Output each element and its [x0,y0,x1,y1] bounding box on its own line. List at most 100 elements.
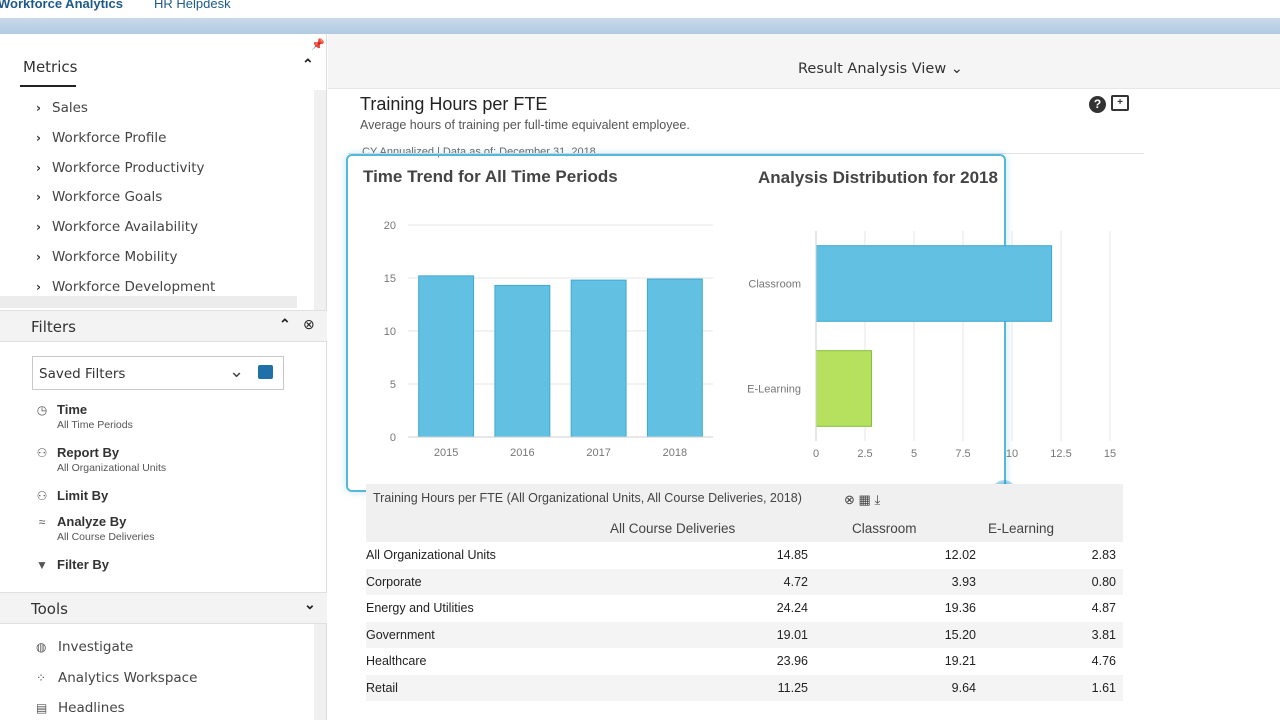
cell-value: 11.25 [777,680,808,695]
table-row[interactable]: Energy and Utilities 24.24 19.36 4.87 [366,595,1123,622]
metric-item-label: Workforce Mobility [52,249,178,265]
cell-value: 4.72 [783,574,808,589]
view-bar: Result Analysis View ⌄ [328,34,1280,89]
tool-item[interactable]: ⁘ Analytics Workspace [36,670,197,686]
divider [348,153,1144,154]
table-row[interactable]: Healthcare 23.96 19.21 4.76 [366,648,1123,675]
expand-tools-icon[interactable]: ⌄ [304,596,316,612]
table-row[interactable]: Government 19.01 15.20 3.81 [366,621,1123,648]
bar [646,278,703,438]
y-tick-label: 15 [384,273,396,285]
tool-item[interactable]: ▤ Headlines [36,700,125,716]
y-tick-label: 5 [390,379,396,391]
saved-filters-dropdown[interactable]: Saved Filters ⌄ [32,356,284,390]
cell-value: 24.24 [776,601,808,615]
manage-filters-icon[interactable] [258,365,273,379]
x-tick-label: 2017 [586,447,610,459]
metric-item[interactable]: › Workforce Profile [36,130,166,152]
row-label: All Organizational Units [366,548,496,562]
bar [815,350,872,427]
filter-value: All Time Periods [57,419,133,431]
cell-value: 12.02 [944,548,976,562]
chevron-down-icon: ⌄ [229,361,245,381]
chevron-right-icon: › [36,220,41,235]
x-tick-label: 2015 [434,447,458,459]
help-icon[interactable]: ? [1089,96,1106,113]
column-header[interactable]: E-Learning [988,521,1055,536]
bar [570,279,627,438]
metric-item[interactable]: › Workforce Mobility [36,249,177,271]
y-tick-label: 0 [390,432,396,444]
main-content: Result Analysis View ⌄ Training Hours pe… [328,34,1280,720]
row-label: Government [366,627,435,642]
table-row[interactable]: Retail 11.25 9.64 1.61 [366,674,1123,701]
row-label: Corporate [366,574,422,589]
download-icon[interactable]: ⤓ [874,492,881,507]
tools-title: Tools [31,600,68,618]
row-label: Retail [366,680,398,695]
column-header[interactable]: Classroom [852,521,917,536]
tool-item[interactable]: ◍ Investigate [36,639,133,655]
header-band [0,18,1280,34]
left-panel: 📌 Metrics ⌃ › Sales › Workforce Profile › Wor… [0,34,327,720]
grid-icon[interactable]: ▦ [858,492,871,507]
funnel-icon: ▼ [36,558,48,572]
metrics-horizontal-scrollbar[interactable] [0,296,297,308]
comment-icon[interactable]: + [1111,95,1129,111]
view-selector[interactable]: Result Analysis View ⌄ [798,61,963,77]
chevron-down-icon: ⌄ [950,61,963,77]
y-tick-label: 20 [384,220,396,232]
metric-item-label: Workforce Productivity [52,159,205,176]
metric-item-label: Workforce Goals [52,189,163,206]
tab-workforce-analytics[interactable]: Workforce Analytics [0,0,123,11]
metric-item[interactable]: › Workforce Productivity [36,160,205,182]
data-table: Training Hours per FTE (All Organization… [366,484,1123,702]
metric-item-label: Sales [52,100,88,116]
tools-scrollbar[interactable] [314,624,326,720]
metric-item-label: Workforce Profile [52,129,167,146]
investigate-icon: ◍ [36,640,47,654]
metric-item[interactable]: › Workforce Goals [36,189,162,211]
table-tools: ⊗ ▦ ⤓ [844,492,880,508]
collapse-metrics-icon[interactable]: ⌃ [302,56,314,72]
metrics-tab-underline [20,85,76,87]
tool-label: Analytics Workspace [58,669,198,686]
chevron-right-icon: › [36,160,41,175]
cell-value: 1.61 [1091,680,1116,695]
cell-value: 3.81 [1091,627,1116,642]
metric-item[interactable]: › Workforce Availability [36,219,198,241]
scatter-icon: ⁘ [36,670,47,685]
column-header[interactable]: All Course Deliveries [610,521,736,536]
clock-calendar-icon: ◷ [36,403,48,417]
x-tick-label: 7.5 [955,448,970,460]
distribution-chart: 0 2.5 5 7.5 10 12.5 15 Classroom E-Learning [747,231,1116,460]
cell-value: 4.87 [1091,601,1116,615]
x-tick-label: 15 [1104,448,1116,460]
cell-value: 19.36 [944,601,976,615]
metric-item[interactable]: › Sales [36,100,88,122]
kpi-subtitle: Average hours of training per full-time … [360,118,690,132]
filter-label: Time [57,402,88,417]
filter-label: Report By [57,445,120,460]
cell-value: 3.93 [951,574,976,589]
filter-value: All Course Deliveries [57,531,155,543]
chevron-right-icon: › [36,190,41,205]
table-row[interactable]: Corporate 4.72 3.93 0.80 [366,568,1123,595]
clear-filters-icon[interactable]: ⊗ [303,316,315,332]
cell-value: 15.20 [944,627,976,642]
metrics-scrollbar[interactable] [314,90,326,310]
x-tick-label: 12.5 [1050,448,1071,460]
pin-icon[interactable]: 📌 [311,39,325,51]
metric-item-label: Workforce Development [52,278,216,295]
table-row[interactable]: All Organizational Units 14.85 12.02 2.83 [366,542,1123,569]
chevron-right-icon: › [36,250,41,264]
org-chart-icon: ⚇ [36,446,48,460]
metrics-header: Metrics ⌃ [0,52,327,88]
filter-value: All Organizational Units [57,462,167,474]
metric-item-label: Workforce Availability [52,219,199,236]
tab-hr-helpdesk[interactable]: HR Helpdesk [154,0,231,11]
metric-item[interactable]: › Workforce Development [36,279,215,296]
collapse-filters-icon[interactable]: ⌃ [279,316,291,332]
remove-icon[interactable]: ⊗ [844,492,855,507]
view-selector-label: Result Analysis View [798,61,947,77]
